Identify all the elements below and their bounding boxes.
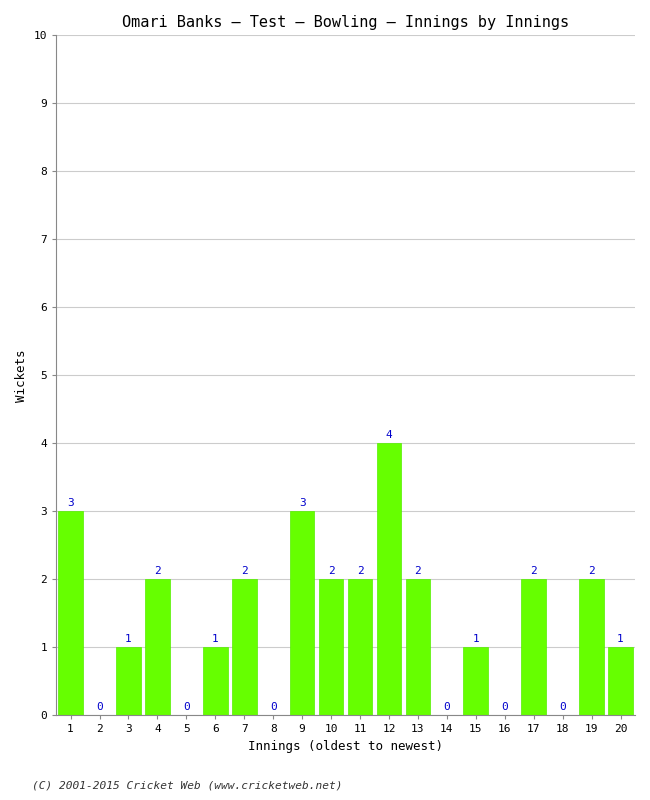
Text: 0: 0 (501, 702, 508, 712)
Text: 1: 1 (617, 634, 624, 644)
Bar (203, 647, 228, 715)
Bar (232, 579, 257, 715)
Bar (376, 443, 401, 715)
Text: 2: 2 (241, 566, 248, 576)
Bar (579, 579, 604, 715)
Bar (58, 511, 83, 715)
Text: 2: 2 (415, 566, 421, 576)
Text: 0: 0 (96, 702, 103, 712)
Bar (348, 579, 372, 715)
Text: 2: 2 (357, 566, 363, 576)
Text: 0: 0 (270, 702, 276, 712)
Bar (290, 511, 315, 715)
Text: 3: 3 (299, 498, 305, 508)
Bar (463, 647, 488, 715)
Text: 3: 3 (67, 498, 74, 508)
Bar (145, 579, 170, 715)
Text: 2: 2 (588, 566, 595, 576)
Text: 1: 1 (473, 634, 479, 644)
Text: 2: 2 (154, 566, 161, 576)
Text: 1: 1 (212, 634, 218, 644)
Text: 2: 2 (530, 566, 537, 576)
Text: 2: 2 (328, 566, 335, 576)
Y-axis label: Wickets: Wickets (15, 349, 28, 402)
Text: 0: 0 (443, 702, 450, 712)
Text: 0: 0 (183, 702, 190, 712)
Text: (C) 2001-2015 Cricket Web (www.cricketweb.net): (C) 2001-2015 Cricket Web (www.cricketwe… (32, 781, 343, 790)
X-axis label: Innings (oldest to newest): Innings (oldest to newest) (248, 740, 443, 753)
Bar (318, 579, 343, 715)
Bar (406, 579, 430, 715)
Bar (521, 579, 546, 715)
Text: 0: 0 (559, 702, 566, 712)
Text: 4: 4 (385, 430, 393, 440)
Text: 1: 1 (125, 634, 132, 644)
Title: Omari Banks – Test – Bowling – Innings by Innings: Omari Banks – Test – Bowling – Innings b… (122, 15, 569, 30)
Bar (608, 647, 633, 715)
Bar (116, 647, 141, 715)
